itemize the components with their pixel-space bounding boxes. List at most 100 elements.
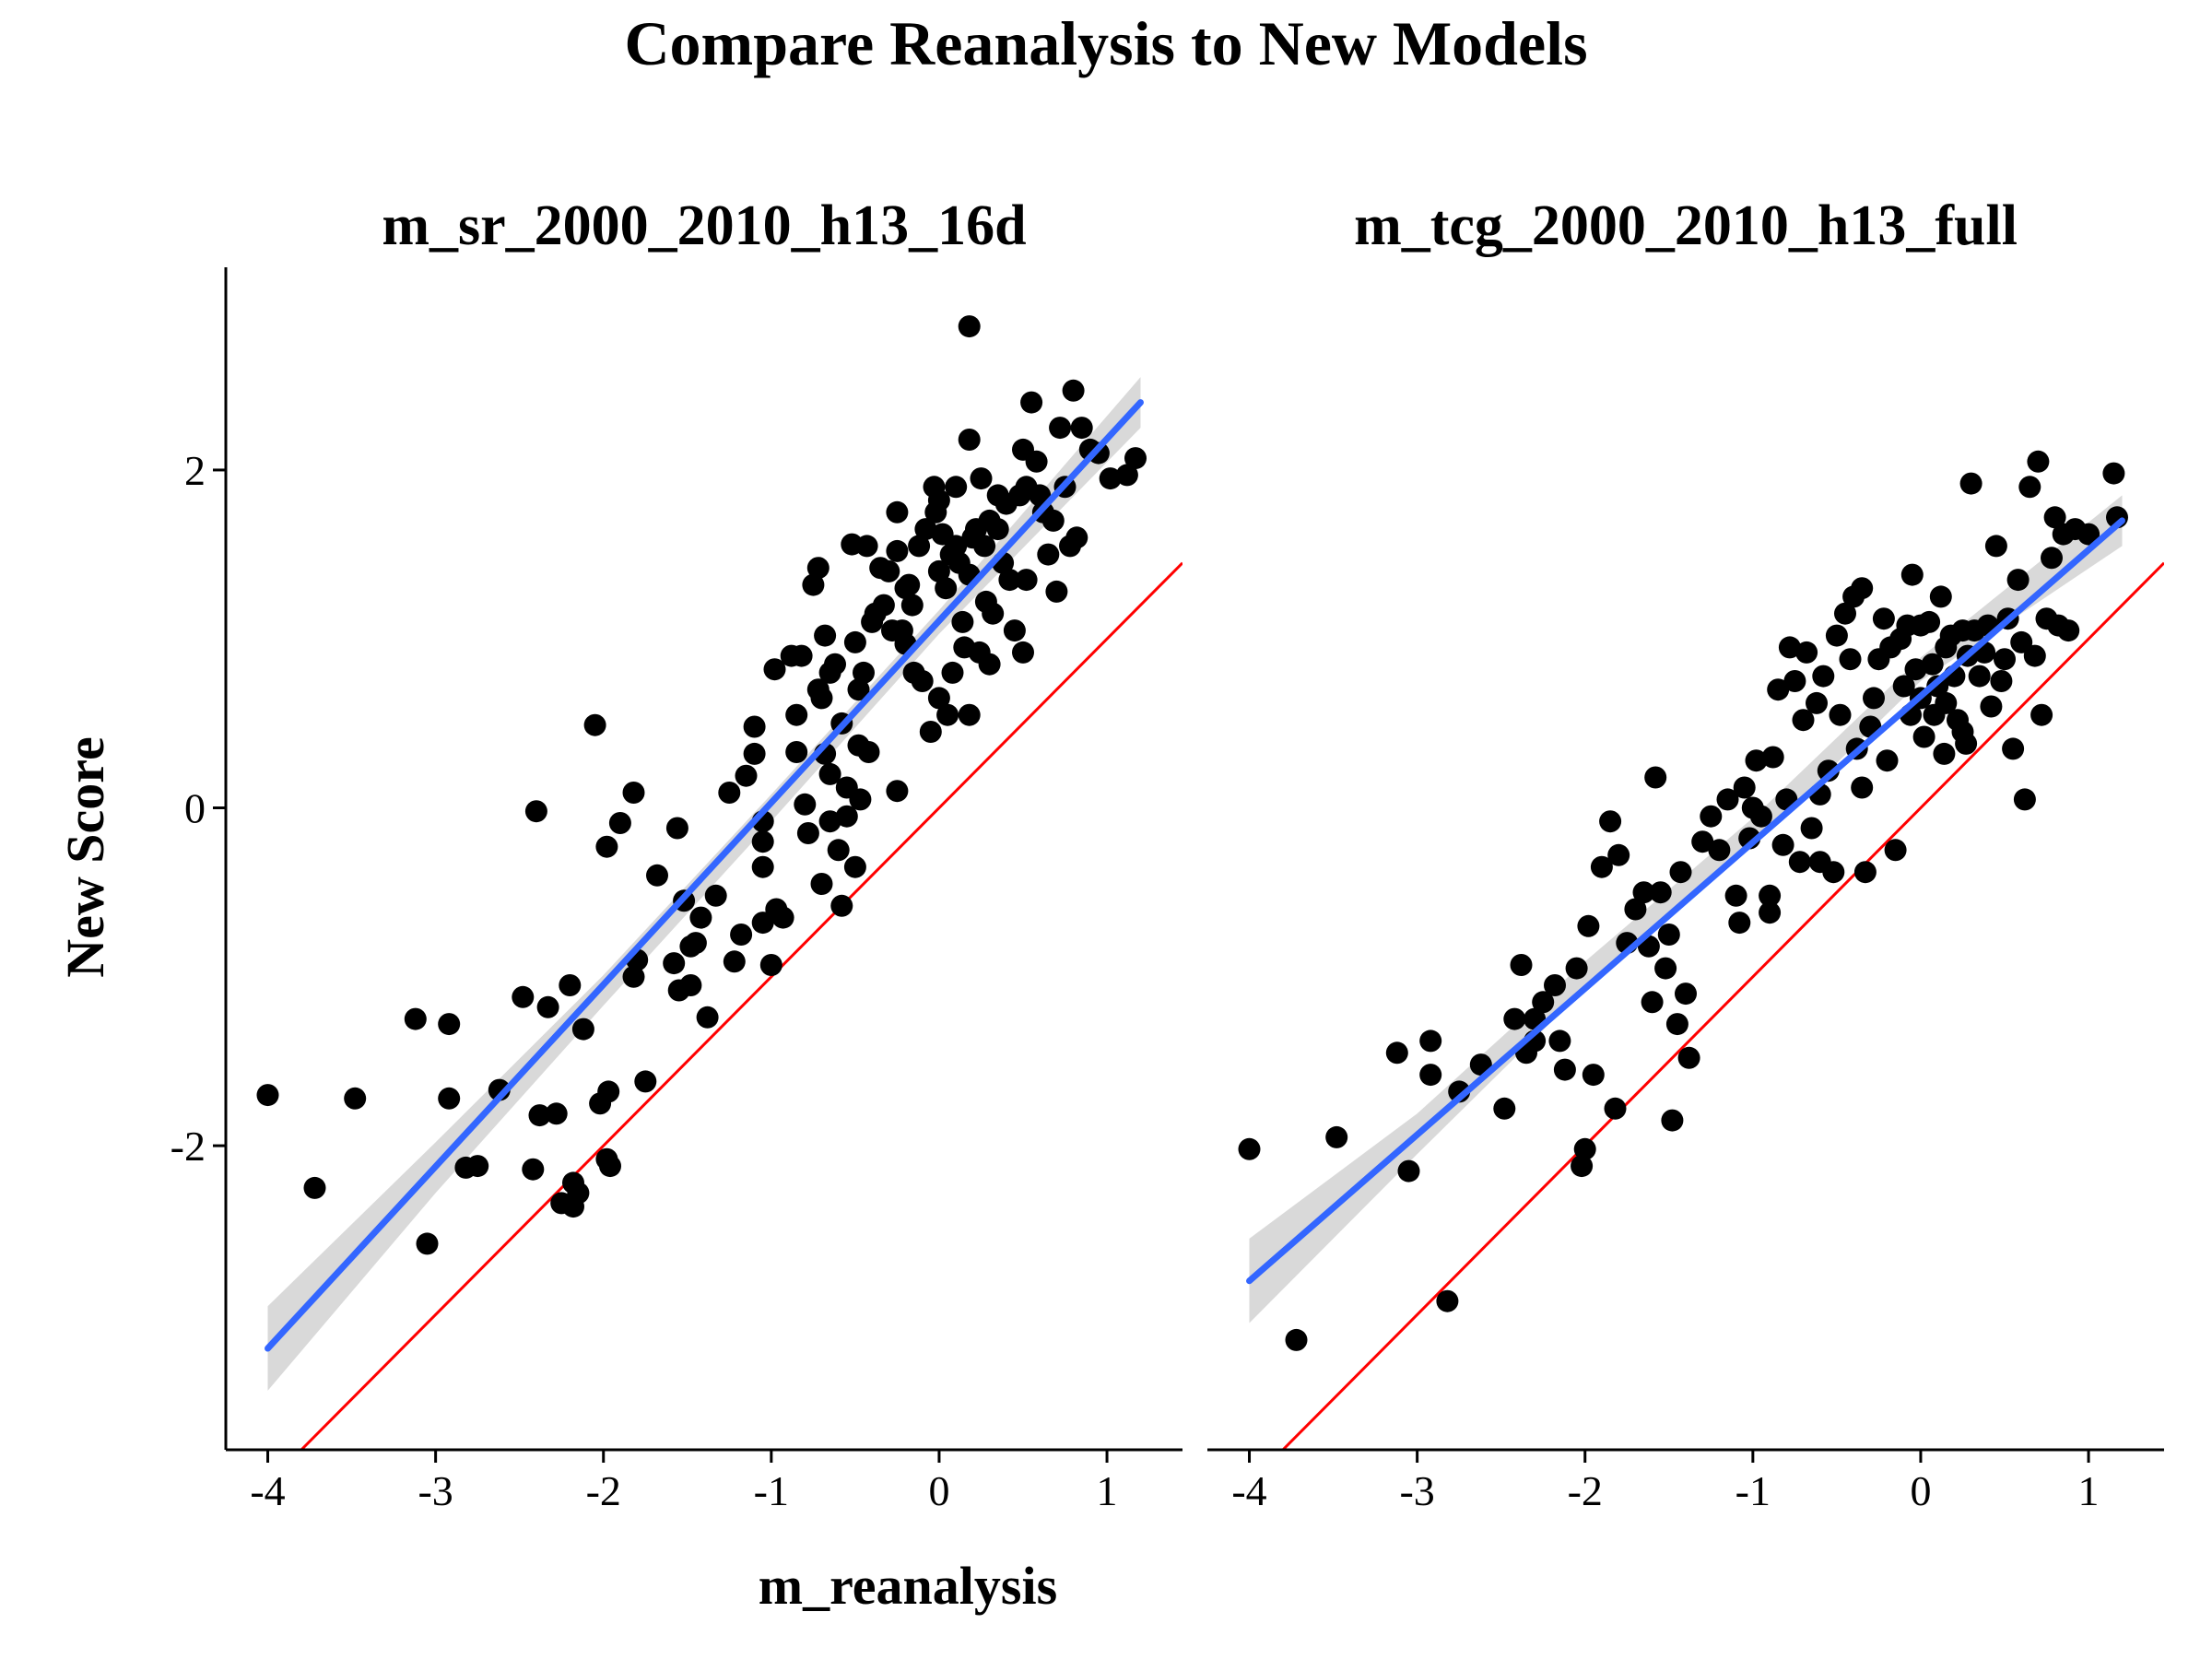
data-point xyxy=(1573,1137,1596,1160)
data-point xyxy=(857,741,880,763)
data-point xyxy=(771,906,794,929)
data-point xyxy=(1980,695,2003,718)
data-point xyxy=(1778,636,1801,659)
data-point xyxy=(743,715,766,738)
data-point xyxy=(1984,535,2007,558)
x-tick-label: 1 xyxy=(1097,1467,1118,1514)
x-tick-label: -1 xyxy=(1735,1467,1771,1514)
data-point xyxy=(1045,580,1068,603)
y-tick-label: 2 xyxy=(184,447,206,494)
data-point xyxy=(1419,1064,1442,1087)
data-point xyxy=(1876,749,1899,772)
data-point xyxy=(1990,670,2013,692)
data-point xyxy=(1624,898,1647,921)
data-point xyxy=(1124,447,1147,470)
data-point xyxy=(1029,484,1052,507)
data-point xyxy=(1834,602,1856,625)
y-tick-label: -2 xyxy=(171,1123,206,1170)
data-point xyxy=(1994,648,2016,671)
data-point xyxy=(1065,526,1088,549)
data-point xyxy=(1607,843,1630,866)
data-point xyxy=(466,1155,489,1178)
data-point xyxy=(1900,563,1924,586)
data-point xyxy=(806,557,830,580)
data-point xyxy=(855,535,878,558)
data-point xyxy=(1863,687,1885,710)
data-point xyxy=(1812,665,1835,688)
data-point xyxy=(958,703,981,726)
data-point xyxy=(1724,884,1747,907)
data-point xyxy=(796,822,819,844)
data-point xyxy=(2030,703,2053,726)
data-point xyxy=(886,539,909,562)
data-point xyxy=(1099,467,1122,490)
data-point xyxy=(404,1007,427,1030)
data-point xyxy=(1708,839,1731,862)
data-point xyxy=(1385,1041,1408,1065)
data-point xyxy=(1665,1013,1688,1036)
data-point xyxy=(1604,1097,1627,1120)
data-point xyxy=(571,1018,594,1041)
data-point xyxy=(1565,957,1588,980)
data-point xyxy=(696,1006,719,1029)
data-point xyxy=(1951,721,1974,743)
data-point xyxy=(1795,641,1818,664)
data-point xyxy=(927,559,950,582)
data-point xyxy=(1037,543,1060,566)
data-point xyxy=(1503,1007,1526,1030)
data-point xyxy=(1700,805,1723,828)
data-point xyxy=(344,1087,367,1110)
data-point xyxy=(1012,641,1034,664)
data-point xyxy=(1872,607,1895,630)
data-point xyxy=(973,535,996,558)
data-point xyxy=(2010,630,2033,653)
data-point xyxy=(900,594,924,617)
data-point xyxy=(751,855,774,878)
data-point xyxy=(1582,1064,1605,1087)
identity-line xyxy=(300,561,1182,1450)
data-point xyxy=(1851,577,1874,600)
data-point xyxy=(843,855,866,878)
data-point xyxy=(998,569,1021,592)
data-point xyxy=(595,835,618,858)
data-point xyxy=(2102,462,2125,485)
data-point xyxy=(751,912,774,935)
data-point xyxy=(1767,678,1790,701)
data-point xyxy=(1115,464,1138,487)
data-point xyxy=(978,653,1001,676)
data-point xyxy=(730,924,753,946)
data-point xyxy=(634,1070,657,1093)
data-point xyxy=(1808,851,1831,874)
data-point xyxy=(810,873,833,895)
data-point xyxy=(872,594,895,617)
panel-2-plot-area xyxy=(1238,450,2164,1450)
x-tick-label: 0 xyxy=(1910,1467,1931,1514)
data-point xyxy=(847,678,870,701)
data-point xyxy=(1599,810,1622,833)
data-point xyxy=(1968,665,1991,688)
data-point xyxy=(735,764,758,787)
data-point xyxy=(1935,691,1958,714)
data-point xyxy=(1657,924,1680,946)
x-tick-label: -2 xyxy=(586,1467,621,1514)
data-point xyxy=(1817,759,1840,782)
data-point xyxy=(1548,1030,1571,1053)
data-point xyxy=(827,839,850,862)
data-point xyxy=(1733,776,1756,799)
data-point xyxy=(663,952,686,975)
data-point xyxy=(785,741,808,763)
data-point xyxy=(1571,1155,1594,1178)
data-point xyxy=(1921,653,1944,676)
data-point xyxy=(2057,619,2080,642)
data-point xyxy=(524,800,547,823)
data-point xyxy=(583,713,606,736)
data-point xyxy=(1912,725,1936,748)
data-point xyxy=(802,573,825,596)
x-tick-label: -4 xyxy=(1231,1467,1266,1514)
data-point xyxy=(936,703,959,726)
data-point xyxy=(853,661,875,684)
x-tick-label: -1 xyxy=(754,1467,789,1514)
data-point xyxy=(1675,982,1697,1006)
data-point xyxy=(536,995,559,1018)
data-point xyxy=(1806,691,1828,714)
